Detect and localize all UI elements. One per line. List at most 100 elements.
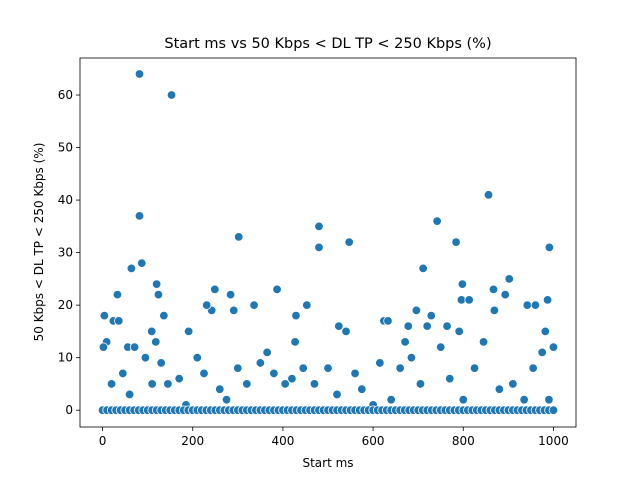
- point: [233, 363, 243, 373]
- point: [302, 300, 312, 310]
- point: [298, 363, 308, 373]
- plot-area: [97, 69, 559, 415]
- point: [530, 300, 541, 310]
- x-tick-label: 400: [271, 434, 294, 448]
- x-tick-label: 0: [99, 434, 107, 448]
- point: [548, 405, 559, 415]
- point: [272, 284, 282, 295]
- point: [118, 368, 128, 379]
- point: [334, 321, 344, 331]
- point: [210, 284, 220, 295]
- y-tick-label: 60: [58, 88, 73, 102]
- point: [151, 279, 162, 289]
- point: [464, 295, 474, 305]
- point: [98, 342, 109, 352]
- point: [287, 373, 297, 384]
- point: [159, 310, 169, 321]
- point: [469, 363, 480, 373]
- point: [544, 242, 555, 253]
- point: [522, 300, 533, 310]
- point: [548, 342, 559, 352]
- point: [357, 384, 367, 394]
- point: [129, 342, 140, 352]
- point: [221, 394, 232, 405]
- point: [483, 190, 494, 200]
- point: [341, 326, 351, 337]
- point: [415, 379, 426, 389]
- point: [489, 305, 500, 316]
- axes-frame: [79, 57, 577, 428]
- point: [537, 347, 547, 358]
- point: [291, 310, 301, 321]
- point: [147, 379, 157, 389]
- point: [314, 242, 324, 253]
- point: [504, 274, 514, 284]
- point: [436, 342, 446, 352]
- y-tick-label: 40: [58, 193, 73, 207]
- point: [262, 347, 272, 358]
- point: [403, 321, 413, 331]
- point: [192, 352, 202, 363]
- point: [386, 394, 396, 405]
- point: [134, 211, 145, 221]
- point: [249, 300, 259, 310]
- point: [542, 295, 553, 305]
- point: [255, 358, 266, 368]
- point: [418, 263, 428, 274]
- point: [242, 379, 252, 389]
- point: [350, 368, 360, 379]
- point: [500, 289, 510, 300]
- point: [269, 368, 279, 379]
- point: [528, 363, 538, 373]
- point: [442, 321, 452, 331]
- y-tick-label: 10: [58, 351, 73, 365]
- x-axis-label: Start ms: [302, 456, 353, 470]
- point: [174, 373, 184, 384]
- point: [280, 379, 290, 389]
- point: [309, 379, 320, 389]
- point: [540, 326, 551, 337]
- point: [126, 263, 137, 274]
- y-tick-label: 0: [65, 403, 73, 417]
- point: [314, 221, 324, 232]
- point: [400, 337, 410, 347]
- y-axis-label: 50 Kbps < DL TP < 250 Kbps (%): [32, 143, 46, 342]
- point: [106, 379, 117, 389]
- point: [445, 373, 455, 384]
- point: [112, 289, 123, 300]
- point: [411, 305, 422, 316]
- point: [153, 289, 164, 300]
- point: [457, 279, 468, 289]
- point: [146, 326, 157, 337]
- point: [183, 326, 194, 337]
- y-tick-label: 30: [58, 246, 73, 260]
- chart-title: Start ms vs 50 Kbps < DL TP < 250 Kbps (…: [164, 36, 491, 52]
- y-tick-label: 50: [58, 141, 73, 155]
- point: [134, 69, 145, 79]
- point: [344, 237, 354, 247]
- point: [488, 284, 499, 295]
- point: [199, 368, 209, 379]
- point: [422, 321, 432, 331]
- point: [290, 337, 300, 347]
- point: [114, 316, 124, 326]
- point: [383, 316, 393, 326]
- point: [225, 289, 236, 300]
- point: [163, 379, 173, 389]
- point: [426, 310, 436, 321]
- point: [458, 394, 468, 405]
- point: [406, 352, 417, 363]
- point: [432, 216, 442, 226]
- point: [137, 258, 147, 268]
- x-tick-label: 1000: [538, 434, 569, 448]
- point: [156, 358, 166, 368]
- point: [323, 363, 333, 373]
- point: [99, 310, 110, 321]
- y-tick-label: 20: [58, 298, 73, 312]
- point: [519, 394, 529, 405]
- point: [151, 337, 161, 347]
- point: [215, 384, 225, 394]
- x-tick-label: 600: [362, 434, 385, 448]
